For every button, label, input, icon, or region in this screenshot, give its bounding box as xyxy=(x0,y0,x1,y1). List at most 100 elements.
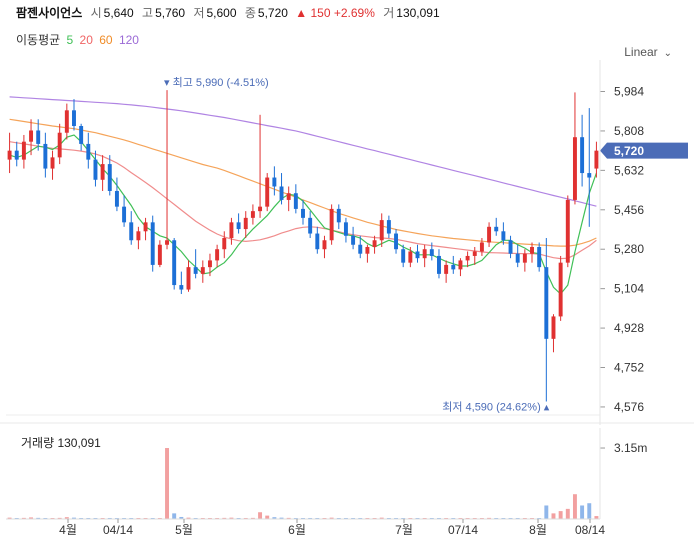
volume-bar xyxy=(64,517,69,519)
candle-body xyxy=(50,157,55,169)
ma60-legend[interactable]: 60 xyxy=(99,33,113,47)
candle-body xyxy=(222,238,227,250)
volume-bar xyxy=(329,517,334,519)
volume-bar xyxy=(243,517,248,519)
volume-bar xyxy=(172,513,177,519)
scale-toggle-label: Linear xyxy=(624,45,658,59)
volume-bar xyxy=(165,448,169,519)
ma120-legend[interactable]: 120 xyxy=(118,33,139,47)
volume-bar xyxy=(222,517,227,519)
ma5-legend[interactable]: 5 xyxy=(66,33,74,47)
y-tick-label: 5,808 xyxy=(614,124,644,138)
moving-average-lines xyxy=(9,96,597,295)
candle-body xyxy=(479,242,484,252)
volume-bar xyxy=(107,517,112,519)
volume-bar xyxy=(286,517,291,519)
candle-body xyxy=(515,253,520,263)
candle-body xyxy=(107,164,112,191)
open-value: 5,640 xyxy=(103,6,134,20)
change-value: ▲ 150 +2.69% xyxy=(295,6,375,20)
annotations: ▾ 최고 5,990 (-4.51%) 최저 4,590 (24.62%) ▴ 5,… xyxy=(164,76,688,414)
volume-bar xyxy=(544,505,549,519)
volume-bar xyxy=(580,505,585,519)
candle-body xyxy=(7,150,12,160)
x-tick-label: 5월 xyxy=(175,523,193,537)
candle-body xyxy=(358,244,363,254)
chevron-down-icon: ⌄ xyxy=(663,48,672,59)
high-value: 5,760 xyxy=(155,6,186,20)
x-tick-label: 08/14 xyxy=(575,523,605,537)
candle-body xyxy=(530,246,534,254)
y-tick-label: 5,280 xyxy=(614,242,644,256)
candle-body xyxy=(580,137,585,174)
candle-body xyxy=(501,231,506,241)
candle-body xyxy=(372,240,377,247)
volume-bar xyxy=(21,517,26,519)
ma-legend: 이동평균 5 20 60 120 xyxy=(16,31,139,48)
candle-body xyxy=(193,267,198,274)
low-label: 저 xyxy=(193,6,205,20)
ma120-line xyxy=(9,96,597,207)
x-tick-label: 6월 xyxy=(288,523,306,537)
current-price-label: 5,720 xyxy=(614,144,644,158)
candle-body xyxy=(86,143,91,160)
x-tick-label: 8월 xyxy=(529,523,547,537)
date-axis: 4월 04/14 5월 6월 7월 07/14 8월 08/14 xyxy=(6,518,605,537)
volume-bar xyxy=(258,512,263,519)
volume-bar xyxy=(594,516,599,519)
volume-bar xyxy=(565,508,570,519)
volume-bar xyxy=(72,517,76,519)
volume-bar xyxy=(272,517,277,519)
candle-body xyxy=(279,186,284,200)
candle-body xyxy=(565,199,570,263)
volume-bar xyxy=(587,503,592,519)
close-value: 5,720 xyxy=(257,6,288,20)
candle-body xyxy=(114,190,119,207)
candle-body xyxy=(365,246,370,254)
candle-body xyxy=(186,267,191,290)
candle-body xyxy=(408,251,413,263)
x-tick-label: 07/14 xyxy=(448,523,478,537)
candle-body xyxy=(100,164,105,180)
candle-body xyxy=(444,264,449,274)
candle-body xyxy=(64,110,69,133)
price-axis: 5,984 5,808 5,632 5,456 5,280 5,104 4,928 4,752… xyxy=(599,60,644,425)
candle-body xyxy=(165,240,169,245)
ma-legend-label: 이동평균 xyxy=(16,33,61,47)
candle-body xyxy=(386,220,391,234)
volume-label: 거 xyxy=(383,6,395,20)
volume-tick-label: 3.15m xyxy=(614,441,647,455)
ma20-legend[interactable]: 20 xyxy=(79,33,93,47)
candle-body xyxy=(315,233,320,250)
candle-body xyxy=(587,173,592,178)
candle-body xyxy=(143,222,148,232)
volume-bar xyxy=(572,494,577,519)
candle-body xyxy=(72,110,76,127)
candle-body xyxy=(172,240,177,286)
volume-bar xyxy=(558,511,563,519)
price-header: 팜젠사이언스 시 5,640 고 5,760 저 5,600 종 5,720 ▲ 150… xyxy=(16,4,440,21)
volume-bar xyxy=(57,517,62,519)
low-annotation: 최저 4,590 (24.62%) ▴ xyxy=(442,401,550,414)
y-tick-label: 4,576 xyxy=(614,400,644,414)
candle-body xyxy=(258,206,263,212)
candle-body xyxy=(394,233,399,250)
candle-body xyxy=(93,159,98,180)
candle-body xyxy=(544,267,549,339)
candle-body xyxy=(329,208,334,241)
ma20-line xyxy=(9,141,597,260)
candle-body xyxy=(401,249,406,263)
candle-body xyxy=(458,260,463,270)
candle-body xyxy=(551,316,556,339)
current-price-tag xyxy=(600,142,688,159)
y-tick-label: 5,984 xyxy=(614,85,644,99)
candle-body xyxy=(129,222,134,241)
low-value: 5,600 xyxy=(206,6,237,20)
price-grid xyxy=(0,414,694,424)
scale-toggle-button[interactable]: Linear ⌄ xyxy=(624,45,672,59)
volume-bar xyxy=(7,517,12,519)
y-tick-label: 5,632 xyxy=(614,163,644,177)
candle-body xyxy=(494,226,499,232)
candle-body xyxy=(472,251,477,256)
